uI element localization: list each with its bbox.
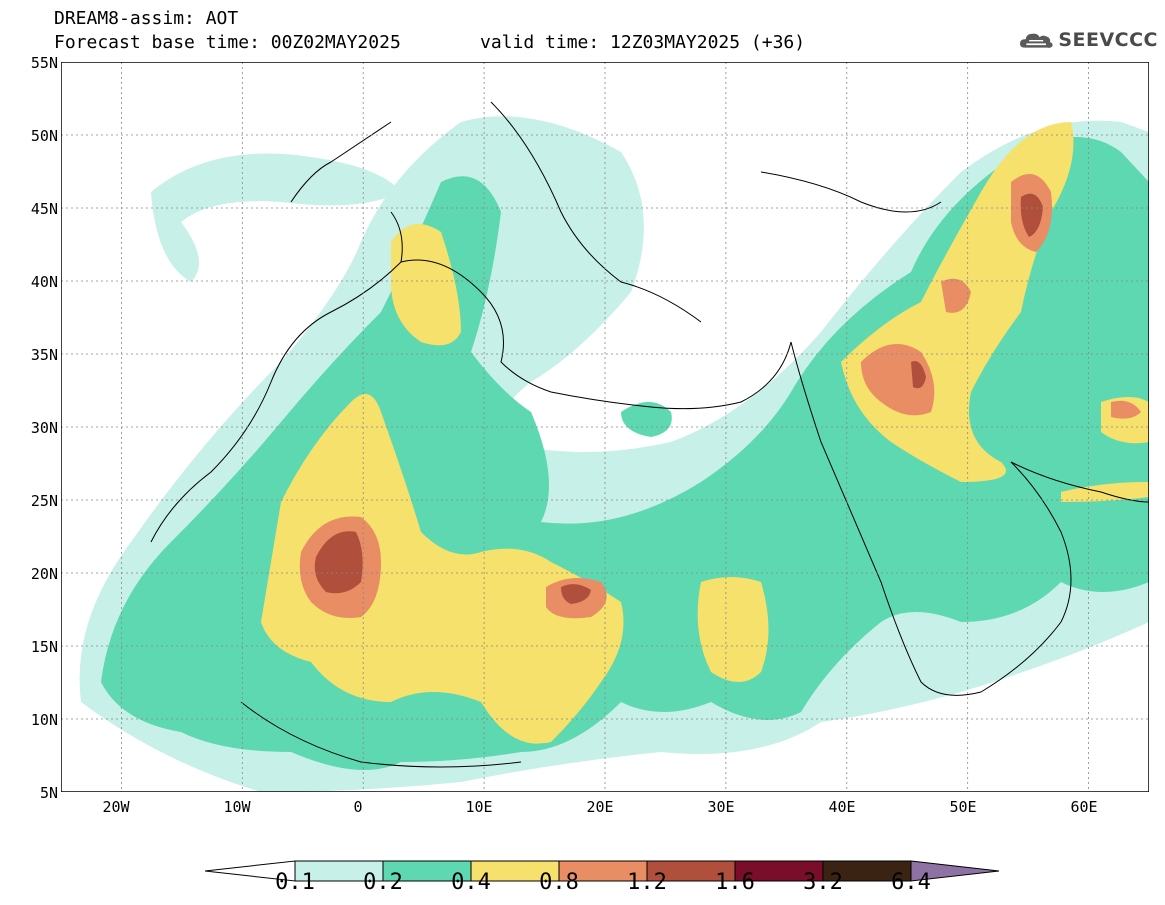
graticule bbox=[61, 62, 1149, 792]
legend-high-arrow bbox=[910, 860, 1000, 882]
lon-label-30e: 30E bbox=[707, 798, 735, 816]
lat-label-25n: 25N bbox=[30, 492, 58, 510]
legend-label-0.2: 0.2 bbox=[363, 870, 403, 895]
lat-label-5n: 5N bbox=[39, 784, 58, 802]
color-legend bbox=[205, 860, 1000, 882]
legend-label-1.2: 1.2 bbox=[627, 870, 667, 895]
lon-label-50e: 50E bbox=[949, 798, 977, 816]
legend-label-0.1: 0.1 bbox=[275, 870, 315, 895]
aot-map bbox=[61, 62, 1149, 792]
map-title: DREAM8-assim: AOT bbox=[54, 8, 239, 29]
cloud-icon bbox=[1020, 33, 1053, 48]
legend-label-3.2: 3.2 bbox=[803, 870, 843, 895]
forecast-time-line: Forecast base time: 00Z02MAY2025 valid ti… bbox=[54, 32, 805, 53]
legend-label-0.8: 0.8 bbox=[539, 870, 579, 895]
lon-label-40e: 40E bbox=[828, 798, 856, 816]
lat-label-15n: 15N bbox=[30, 638, 58, 656]
coastlines bbox=[150, 101, 1149, 768]
lat-label-20n: 20N bbox=[30, 565, 58, 583]
lat-label-55n: 55N bbox=[30, 54, 58, 72]
legend-label-6.4: 6.4 bbox=[891, 870, 931, 895]
lat-label-45n: 45N bbox=[30, 200, 58, 218]
base-time: Forecast base time: 00Z02MAY2025 bbox=[54, 32, 401, 53]
logo-text: SEEVCCC bbox=[1058, 29, 1158, 51]
lon-label-10w: 10W bbox=[223, 798, 251, 816]
valid-time: valid time: 12Z03MAY2025 (+36) bbox=[480, 32, 806, 53]
lat-label-30n: 30N bbox=[30, 419, 58, 437]
aot-band-1.2 bbox=[314, 193, 1043, 604]
lon-label-60e: 60E bbox=[1070, 798, 1098, 816]
lat-label-50n: 50N bbox=[30, 127, 58, 145]
lat-label-40n: 40N bbox=[30, 273, 58, 291]
lon-label-20e: 20E bbox=[586, 798, 614, 816]
lon-label-20w: 20W bbox=[102, 798, 130, 816]
lon-label-10e: 10E bbox=[465, 798, 493, 816]
lat-label-10n: 10N bbox=[30, 711, 58, 729]
lat-label-35n: 35N bbox=[30, 346, 58, 364]
legend-label-1.6: 1.6 bbox=[715, 870, 755, 895]
legend-label-0.4: 0.4 bbox=[451, 870, 491, 895]
lon-label-0: 0 bbox=[353, 798, 363, 816]
seevccc-logo: SEEVCCC bbox=[1018, 24, 1158, 56]
